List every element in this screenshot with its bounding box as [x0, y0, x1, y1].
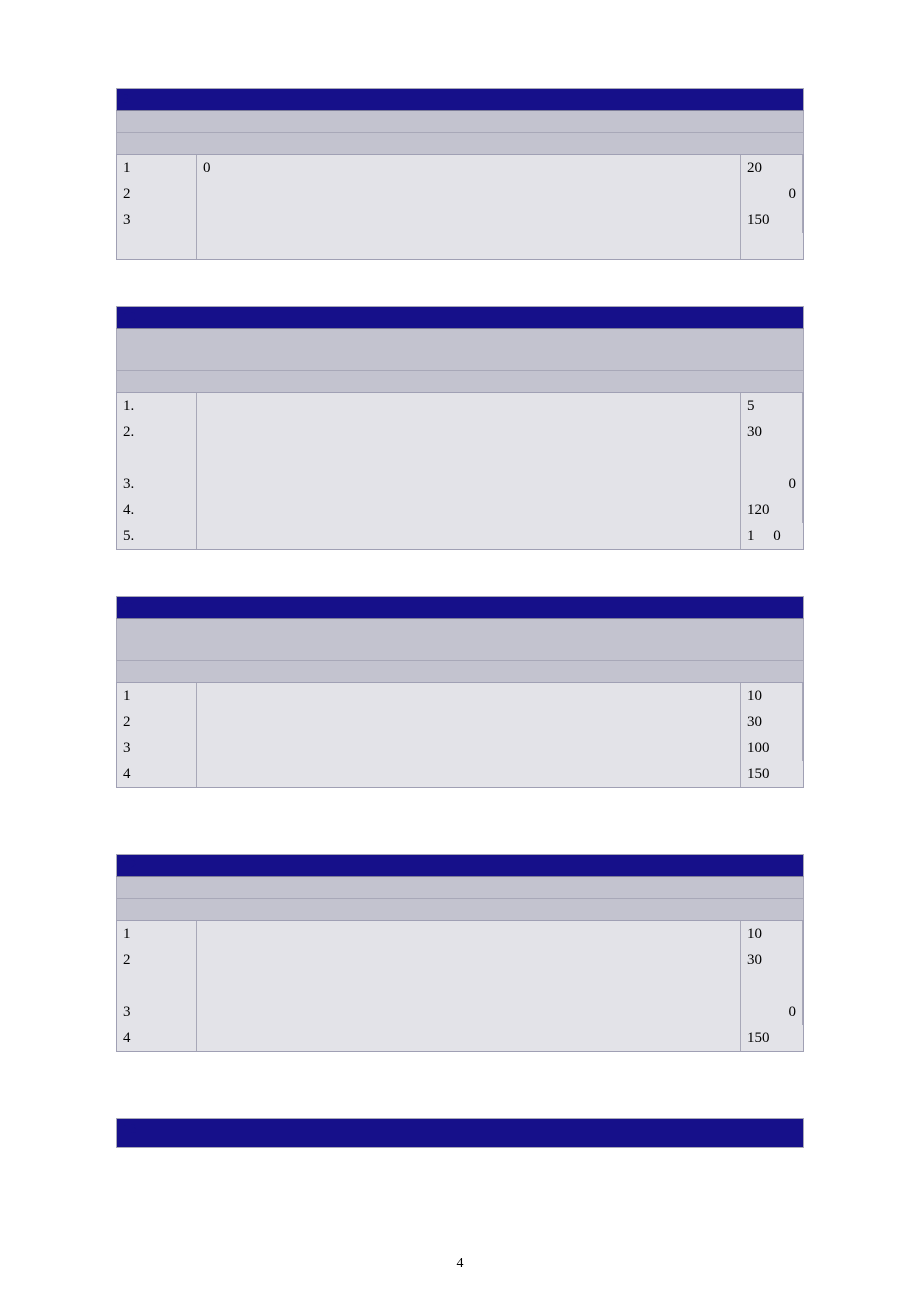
block-body: 1 10 2 30 3 0 4 150: [116, 920, 804, 1052]
row-mid: [197, 445, 741, 471]
row-value: 0: [741, 181, 803, 207]
row-mid: [197, 1025, 741, 1051]
block-subheader-2: [116, 898, 804, 920]
row-index: 2.: [117, 419, 197, 445]
block-header: 13: [116, 1118, 804, 1148]
row-value: 5: [741, 393, 803, 419]
row-value: 30: [741, 947, 803, 973]
block-subheader-2: [116, 370, 804, 392]
row-blank: [197, 233, 741, 259]
row-value: 150: [741, 1025, 803, 1051]
row-index: 1: [117, 155, 197, 181]
row-index: 1.: [117, 393, 197, 419]
block-header: 11: [116, 596, 804, 618]
row-mid: [197, 947, 741, 973]
row-mid: [197, 471, 741, 497]
block-body: 1 10 2 30 3 100 4 150: [116, 682, 804, 788]
row-value: 120: [741, 497, 803, 523]
block-body: 10202 03 150: [116, 154, 804, 260]
row-index: 3.: [117, 471, 197, 497]
row-value: 10: [741, 683, 803, 709]
row-index: [117, 445, 197, 471]
row-value: 0: [741, 999, 803, 1025]
row-mid: [197, 921, 741, 947]
row-index: 2: [117, 947, 197, 973]
row-mid: [197, 181, 741, 207]
row-index: 1: [117, 683, 197, 709]
table-block-9: 910202 03 150: [116, 88, 804, 260]
row-mid: [197, 973, 741, 999]
block-subheader-1: [116, 618, 804, 660]
row-mid: [197, 735, 741, 761]
row-mid: [197, 207, 741, 233]
row-blank: [117, 233, 197, 259]
block-subheader-1: [116, 110, 804, 132]
row-value: [741, 973, 803, 999]
block-body: 1. 5 2. 30 3. 0 4. 120 5. 1 0: [116, 392, 804, 550]
row-mid: [197, 497, 741, 523]
row-index: 1: [117, 921, 197, 947]
row-value: 30: [741, 709, 803, 735]
row-index: 2: [117, 709, 197, 735]
row-index: 3: [117, 999, 197, 1025]
row-value: 150: [741, 761, 803, 787]
row-mid: [197, 761, 741, 787]
row-mid: [197, 683, 741, 709]
page-number: 4: [0, 1256, 920, 1272]
row-index: 2: [117, 181, 197, 207]
row-mid: [197, 419, 741, 445]
table-block-12: 12 1 10 2 30 3 0 4 150: [116, 854, 804, 1052]
table-block-11: 111 102 303 1004 150: [116, 596, 804, 788]
row-value: 0: [741, 471, 803, 497]
row-value: 10: [741, 921, 803, 947]
row-index: 3: [117, 207, 197, 233]
row-mid: 0: [197, 155, 741, 181]
block-header: 10: [116, 306, 804, 328]
block-subheader-2: [116, 132, 804, 154]
block-header: 9: [116, 88, 804, 110]
row-mid: [197, 709, 741, 735]
row-mid: [197, 393, 741, 419]
block-header: 12: [116, 854, 804, 876]
blocks-container: 910202 03 150 101. 52. 30 3. 04. 1205. 1…: [116, 88, 804, 1148]
row-index: 3: [117, 735, 197, 761]
table-block-10: 10 1. 5 2. 30 3. 0 4. 120 5. 1 0: [116, 306, 804, 550]
block-subheader-2: [116, 660, 804, 682]
row-value: 20: [741, 155, 803, 181]
row-index: 5.: [117, 523, 197, 549]
row-mid: [197, 523, 741, 549]
row-value: 150: [741, 207, 803, 233]
row-value: 100: [741, 735, 803, 761]
block-subheader-1: [116, 328, 804, 370]
row-index: 4: [117, 1025, 197, 1051]
page: 910202 03 150 101. 52. 30 3. 04. 1205. 1…: [0, 0, 920, 1302]
row-index: 4: [117, 761, 197, 787]
row-index: 4.: [117, 497, 197, 523]
table-block-13: 13: [116, 1118, 804, 1148]
row-blank: [741, 233, 803, 259]
block-subheader-1: [116, 876, 804, 898]
row-value: 1 0: [741, 523, 803, 549]
row-value: [741, 445, 803, 471]
row-value: 30: [741, 419, 803, 445]
row-index: [117, 973, 197, 999]
row-mid: [197, 999, 741, 1025]
